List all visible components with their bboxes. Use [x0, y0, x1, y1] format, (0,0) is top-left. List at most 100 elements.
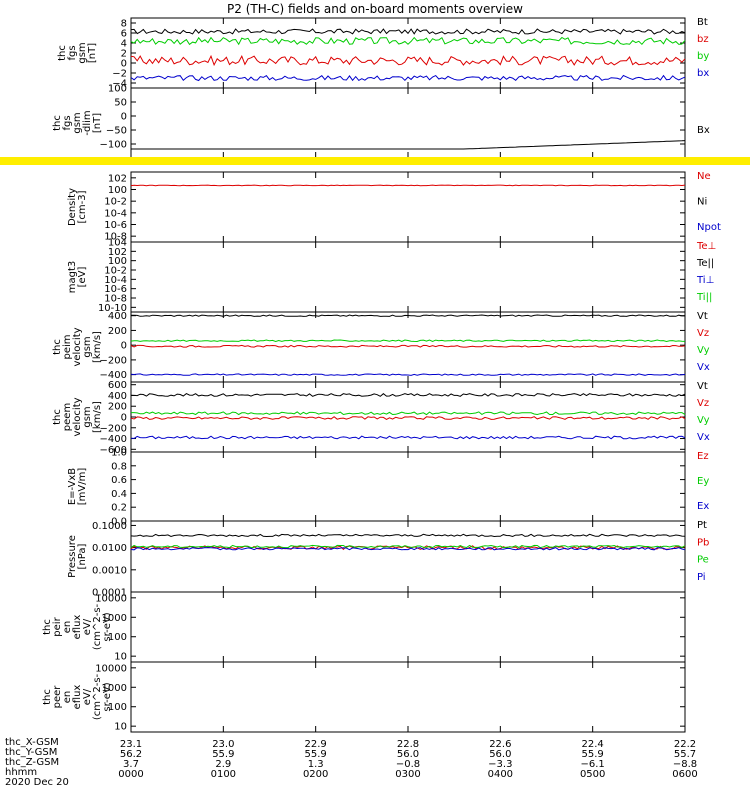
figure-title: P2 (TH-C) fields and on-board moments ov… — [227, 2, 523, 16]
legend-label-Ex: Ex — [697, 501, 709, 512]
legend-label-Pe: Pe — [697, 555, 709, 566]
y-axis-title-line: thc — [42, 689, 53, 705]
y-tick-label: 0.4 — [111, 489, 127, 500]
y-tick-label: −200 — [100, 355, 127, 366]
panel-frame — [130, 520, 686, 593]
panel-frame — [130, 591, 686, 663]
y-axis-title-line: Density — [67, 188, 78, 226]
trace-Vy — [131, 411, 686, 416]
legend-label-Te||: Te|| — [696, 258, 714, 269]
trace-Vy — [130, 339, 686, 343]
legend-label-Pb: Pb — [697, 537, 709, 548]
legend-label-Ti⊥: Ti⊥ — [696, 275, 714, 286]
legend-label-Ni: Ni — [697, 197, 707, 208]
y-axis-title-line: [cm-3] — [77, 190, 88, 223]
y-tick-label: −400 — [100, 370, 127, 381]
y-tick-label: 10 — [114, 652, 127, 663]
y-axis-title-line: [nT] — [87, 43, 98, 63]
y-axis-title-line: velocity — [72, 327, 83, 366]
legend-label-Vy: Vy — [697, 415, 710, 426]
y-axis-title-line: velocity — [72, 397, 83, 436]
x-axis-value: 56.0 — [489, 749, 511, 760]
y-tick-label: 0 — [121, 112, 127, 123]
y-tick-label: 0 — [121, 413, 127, 424]
y-axis-title-line: thc — [57, 45, 68, 61]
y-axis-title-line: (cm^2-s- — [92, 673, 103, 720]
y-axis-title-line: [km/s] — [92, 401, 103, 433]
y-axis-title-line: [eV] — [77, 267, 88, 288]
x-axis-value: 56.2 — [120, 749, 142, 760]
y-axis-title-line: peir — [52, 616, 63, 636]
y-tick-label: 0.0010 — [92, 565, 127, 576]
y-axis-title-line: thc — [52, 409, 63, 425]
y-tick-label: 10-8 — [104, 294, 127, 305]
legend-label-bx: bx — [697, 68, 709, 79]
trace-Vt — [131, 314, 685, 317]
legend-label-Pt: Pt — [697, 520, 707, 531]
y-tick-label: 1.0 — [111, 448, 127, 459]
y-tick-label: −50 — [106, 126, 127, 137]
y-axis-title-line: eflux — [72, 615, 83, 640]
panel-frame — [130, 171, 686, 243]
legend-label-Ey: Ey — [697, 476, 709, 487]
y-axis-title-line: [nPa] — [77, 543, 88, 569]
legend-label-Bx: Bx — [697, 125, 710, 136]
y-tick-label: 10-2 — [104, 266, 127, 277]
x-axis-value: 55.7 — [674, 749, 696, 760]
legend-label-Vt: Vt — [697, 311, 708, 322]
x-axis-value: 1.3 — [308, 759, 324, 770]
y-tick-label: −100 — [100, 140, 127, 151]
y-axis-title-line: eflux — [72, 685, 83, 710]
trace-Pe — [130, 544, 686, 549]
y-tick-label: 10-4 — [104, 208, 127, 219]
y-tick-label: 10-6 — [104, 284, 127, 295]
y-tick-label: 0.0001 — [92, 588, 127, 599]
legend-label-Vy: Vy — [697, 345, 710, 356]
x-axis-value: 22.4 — [582, 739, 604, 750]
panel-frame — [130, 451, 686, 522]
legend-label-Vz: Vz — [697, 328, 709, 339]
trace-bx — [130, 74, 686, 82]
y-tick-label: 0.6 — [111, 475, 127, 486]
y-tick-label: 200 — [108, 402, 127, 413]
y-tick-label: 100 — [108, 256, 127, 267]
x-axis-value: −8.8 — [673, 759, 697, 770]
trace-Bx — [131, 140, 686, 150]
y-tick-label: 0.8 — [111, 461, 127, 472]
x-axis-value: 55.9 — [212, 749, 234, 760]
y-tick-label: 8 — [121, 19, 127, 30]
panel-peim_velocity: −400 −200 0 200 400 thc peim velocity gsm [km/s] V… — [52, 311, 710, 383]
y-axis-title-line: en — [62, 691, 73, 704]
trace-Bt — [130, 28, 686, 35]
y-tick-label: −4 — [112, 79, 127, 90]
y-tick-label: 102 — [108, 247, 127, 258]
trace-Vz — [130, 344, 686, 348]
y-axis-title-line: fgs — [67, 45, 78, 60]
x-axis-value: −3.3 — [488, 759, 512, 770]
x-axis-value: 0600 — [672, 769, 697, 780]
y-tick-label: 1000 — [102, 613, 127, 624]
x-axis-value: 22.2 — [674, 739, 696, 750]
y-tick-label: 100 — [108, 84, 127, 95]
x-axis-value: 22.8 — [397, 739, 419, 750]
x-axis-value: 0200 — [303, 769, 328, 780]
y-tick-label: 2 — [121, 49, 127, 60]
x-axis-value: 0500 — [580, 769, 605, 780]
y-tick-label: 10000 — [95, 663, 127, 674]
legend-label-Npot: Npot — [697, 222, 721, 233]
y-tick-label: 10-4 — [104, 275, 127, 286]
y-tick-label: 0 — [121, 59, 127, 70]
panel-frame — [130, 661, 686, 733]
y-tick-label: −400 — [100, 434, 127, 445]
x-axis-value: 56.0 — [397, 749, 419, 760]
y-axis-title-line: sr-eV) — [102, 612, 113, 641]
y-tick-label: 100 — [108, 702, 127, 713]
y-axis-title-line: (cm^2-s- — [92, 603, 103, 650]
x-axis-value: 0000 — [118, 769, 143, 780]
panel-frame — [130, 87, 686, 159]
y-tick-label: 104 — [108, 238, 127, 249]
trace-Pi — [130, 547, 686, 551]
y-axis-title-line: thc — [42, 619, 53, 635]
